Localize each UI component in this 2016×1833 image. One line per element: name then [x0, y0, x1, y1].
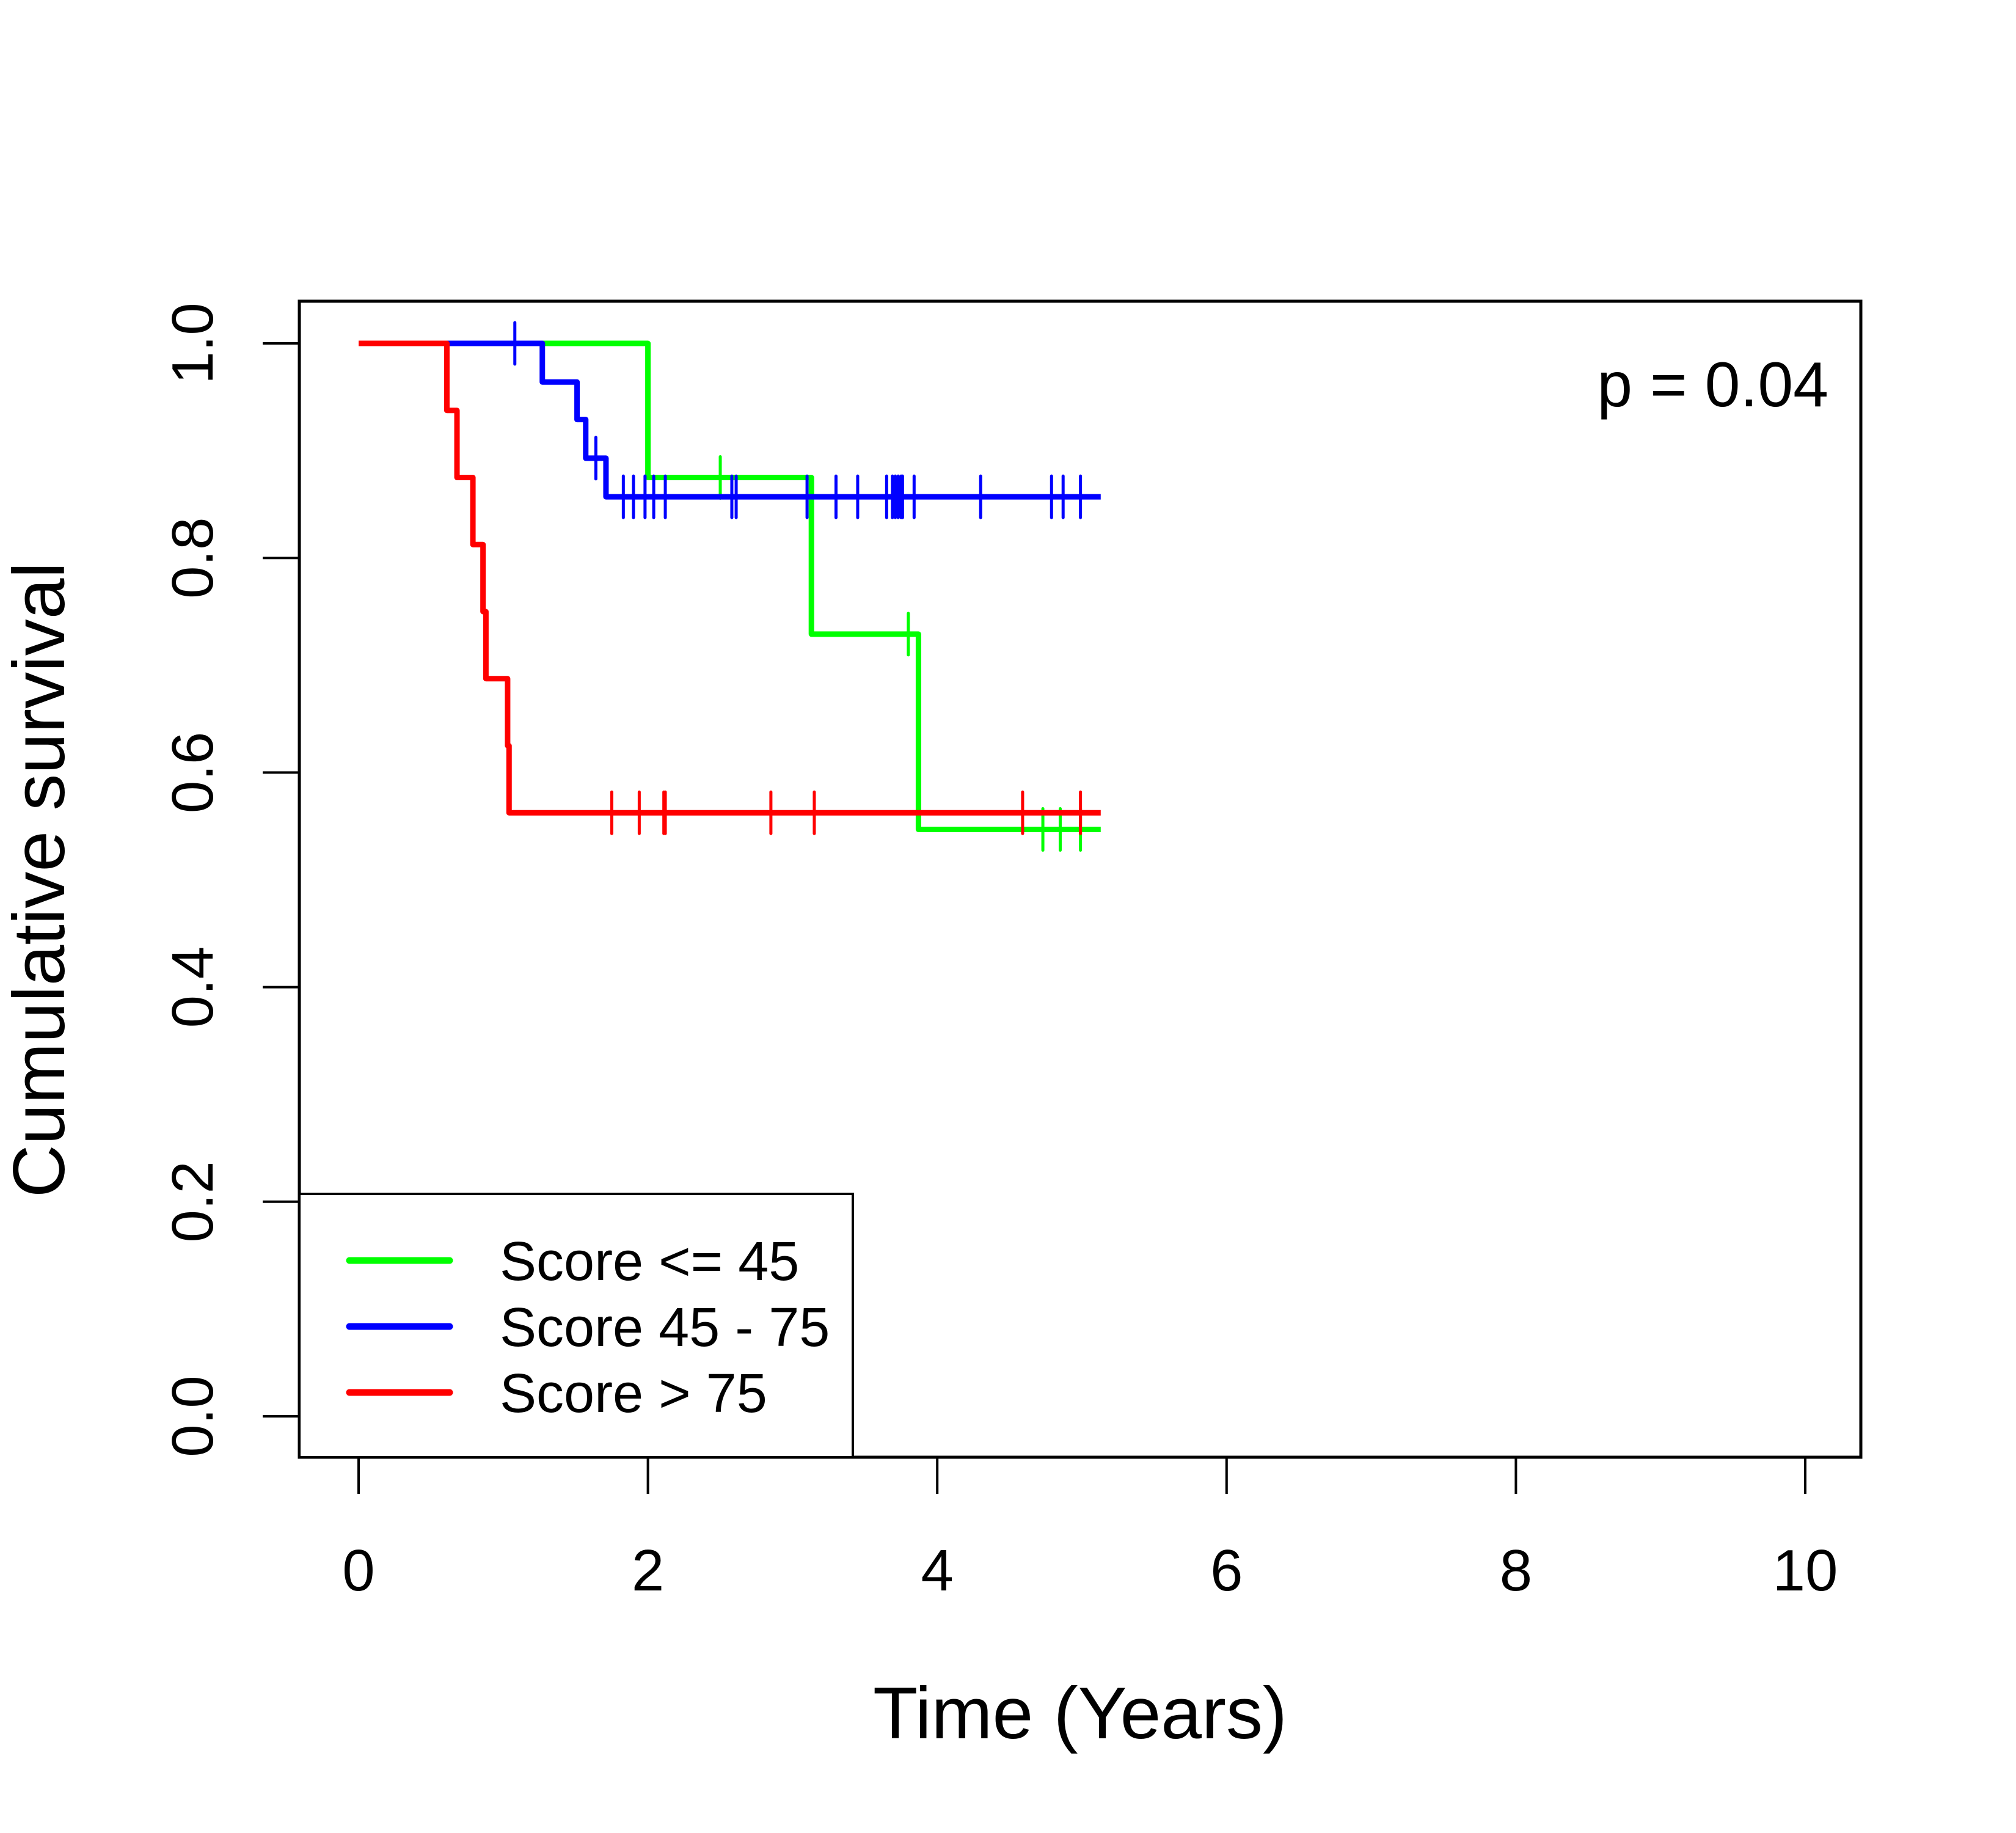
legend-item: Score > 75	[346, 1363, 767, 1424]
y-tick-label: 0.0	[160, 1375, 225, 1457]
km-series-2	[359, 340, 1101, 835]
km-curve	[359, 340, 1101, 832]
y-axis: 0.0 0.2 0.4 0.6 0.8 1.0	[160, 302, 301, 1457]
km-curve	[359, 340, 1101, 500]
x-tick-label: 10	[1773, 1538, 1838, 1603]
x-tick-label: 0	[342, 1538, 374, 1603]
legend-item: Score <= 45	[346, 1231, 799, 1292]
km-series-1	[359, 321, 1101, 519]
series-layer	[359, 321, 1101, 852]
x-axis: 0 2 4 6 8 10	[342, 1456, 1838, 1603]
x-tick-label: 6	[1210, 1538, 1243, 1603]
p-value-annotation: p = 0.04	[1597, 349, 1828, 420]
legend-label: Score <= 45	[500, 1231, 799, 1292]
legend-label: Score 45 - 75	[500, 1297, 830, 1358]
legend: Score <= 45 Score 45 - 75 Score > 75	[298, 1193, 854, 1458]
y-tick-label: 0.4	[160, 946, 225, 1028]
x-tick-label: 4	[921, 1538, 954, 1603]
y-tick-label: 1.0	[160, 302, 225, 384]
legend-item: Score 45 - 75	[346, 1297, 830, 1358]
y-tick-label: 0.2	[160, 1161, 225, 1242]
x-tick-label: 8	[1500, 1538, 1532, 1603]
y-axis-title: Cumulative survival	[0, 562, 80, 1198]
legend-label: Score > 75	[500, 1363, 767, 1424]
km-curve	[359, 340, 1101, 816]
x-tick-label: 2	[632, 1538, 664, 1603]
y-tick-label: 0.6	[160, 732, 225, 813]
x-axis-title: Time (Years)	[873, 1672, 1287, 1754]
y-tick-label: 0.8	[160, 517, 225, 598]
